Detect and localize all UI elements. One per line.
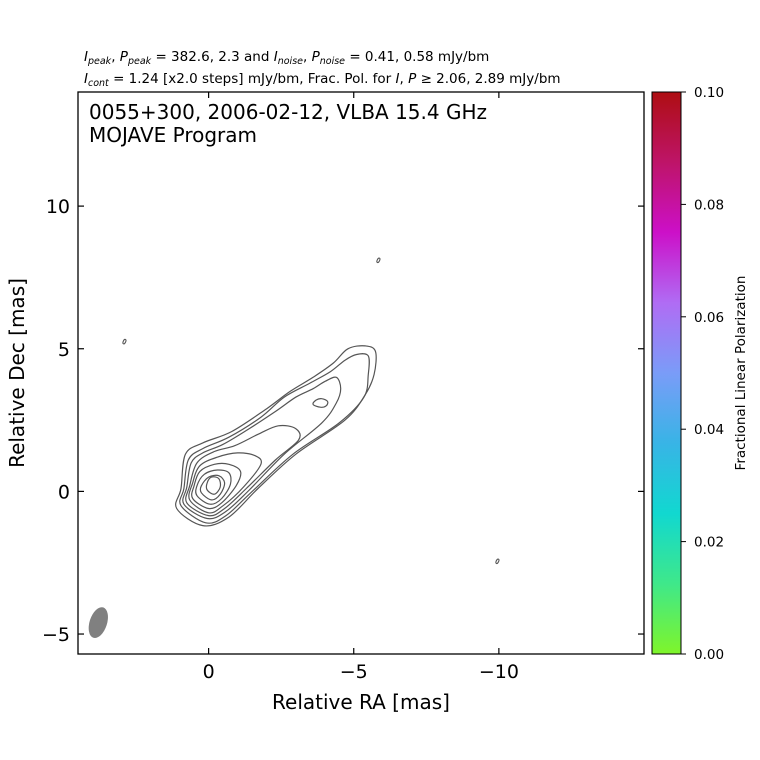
pol-p-symbol: P [408,71,417,87]
x-tick-label: −5 [340,661,368,683]
icont-subscript: cont [87,78,109,89]
colorbar [651,91,682,655]
ipeak-symbol: I [84,49,88,65]
inoise-symbol: I [273,49,278,65]
y-tick-label: 10 [46,196,70,218]
contour-6 [195,469,232,505]
contour-9 [312,398,329,408]
contour-7 [199,474,226,501]
pnoise-subscript: noise [319,56,346,67]
header-line-2: Icont = 1.24 [x2.0 steps] mJy/bm, Frac. … [84,71,561,89]
y-axis-label: Relative Dec [mas] [5,278,29,468]
x-tick-label: 0 [203,661,215,683]
contour-layer [175,345,377,527]
contour-0 [175,345,377,527]
colorbar-tick-label: 0.10 [694,85,724,101]
colorbar-label: Fractional Linear Polarization [733,276,749,471]
header-line-1: Ipeak, Ppeak = 382.6, 2.3 and Inoise, Pn… [84,49,490,67]
colorbar-tick-label: 0.02 [694,535,724,551]
colorbar-ticks: 0.00 0.02 0.04 0.06 0.08 0.10 [681,85,724,663]
noise-island-2 [495,558,500,565]
contour-2 [182,376,342,520]
y-tick-label: 0 [58,481,70,503]
icont-symbol: I [84,71,88,87]
contour-5 [191,462,242,510]
contour-4 [188,452,262,514]
y-axis-ticks: −5 0 5 10 [42,196,644,646]
noise-island-1 [376,257,381,264]
contour-text: = 1.24 [x2.0 steps] mJy/bm, Frac. Pol. f… [113,71,392,87]
pol-threshold-text: ≥ 2.06, 2.89 mJy/bm [420,71,561,87]
colorbar-tick-label: 0.08 [694,197,724,213]
chart-title-line-2: MOJAVE Program [89,123,257,147]
contour-8 [205,476,222,495]
ppeak-subscript: peak [127,56,152,67]
x-axis-label: Relative RA [mas] [272,690,450,714]
y-tick-label: −5 [42,624,70,646]
contour-1 [179,353,370,524]
x-axis-ticks: 0 −5 −10 [203,92,519,683]
peak-values: = 382.6, 2.3 and [155,49,270,65]
pol-i-symbol: I [395,71,400,87]
noise-island-layer [122,257,500,565]
y-tick-label: 5 [58,339,70,361]
plot-frame [77,91,645,655]
ipeak-subscript: peak [87,56,112,67]
noise-island-0 [122,338,127,345]
x-tick-label: −10 [479,661,519,683]
colorbar-tick-label: 0.06 [694,310,724,326]
ppeak-symbol: P [119,49,128,65]
contour-3 [185,424,301,517]
inoise-subscript: noise [277,56,303,67]
colorbar-tick-label: 0.04 [694,422,724,438]
colorbar-tick-label: 0.00 [694,647,724,663]
chart-title-line-1: 0055+300, 2006-02-12, VLBA 15.4 GHz [89,100,487,124]
noise-values: = 0.41, 0.58 mJy/bm [349,49,490,65]
pnoise-symbol: P [311,49,320,65]
beam-ellipse [88,607,108,639]
